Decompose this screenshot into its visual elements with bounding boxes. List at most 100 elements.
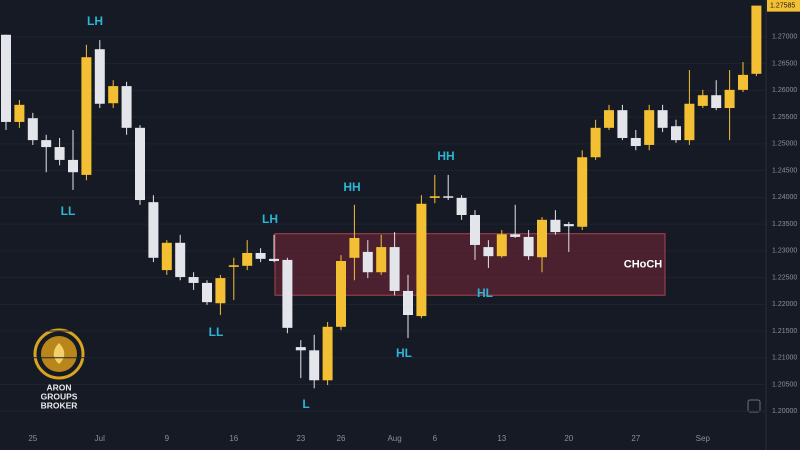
- candle-body: [644, 110, 655, 145]
- zone-label: CHoCH: [624, 258, 663, 270]
- last-price-label: 1.27585: [770, 2, 795, 9]
- y-tick-label: 1.22500: [772, 274, 797, 281]
- x-tick-label: 26: [337, 434, 346, 443]
- candle-body: [416, 203, 427, 317]
- candle-body: [282, 259, 293, 328]
- annotation: HH: [343, 180, 360, 194]
- candle-body: [510, 234, 521, 237]
- candle-body: [269, 258, 279, 261]
- annotation: HL: [396, 346, 412, 360]
- x-tick-label: 13: [497, 434, 506, 443]
- watermark-text: ARON: [46, 382, 71, 392]
- y-tick-label: 1.21500: [772, 328, 797, 335]
- y-tick-label: 1.27000: [772, 34, 797, 41]
- candle-body: [590, 127, 601, 158]
- x-tick-label: 6: [433, 434, 438, 443]
- annotation: HL: [477, 286, 493, 300]
- y-tick-label: 1.25500: [772, 114, 797, 121]
- candle-body: [537, 219, 547, 258]
- candle-body: [376, 247, 387, 273]
- candle-body: [41, 140, 52, 148]
- candle-body: [403, 290, 413, 316]
- y-tick-label: 1.26500: [772, 60, 797, 67]
- candle-body: [255, 252, 266, 259]
- y-tick-label: 1.24500: [772, 167, 797, 174]
- annotation: HH: [437, 149, 454, 163]
- candle-body: [54, 147, 65, 160]
- candle-body: [349, 237, 360, 258]
- x-tick-label: 23: [296, 434, 305, 443]
- candle-body: [617, 110, 628, 138]
- y-tick-label: 1.23500: [772, 221, 797, 228]
- candle-body: [751, 5, 762, 74]
- y-tick-label: 1.22000: [772, 301, 797, 308]
- candle-body: [483, 247, 494, 257]
- candle-body: [697, 95, 708, 106]
- logo-ring: [33, 328, 85, 380]
- annotation: L: [302, 397, 309, 411]
- candle-body: [711, 95, 722, 109]
- x-tick-label: 16: [229, 434, 238, 443]
- x-tick-label: 20: [564, 434, 573, 443]
- annotation: LH: [87, 14, 103, 28]
- candle-body: [94, 49, 105, 104]
- candle-body: [336, 260, 346, 327]
- candle-body: [429, 196, 440, 198]
- y-tick-label: 1.21000: [772, 355, 797, 362]
- candle-body: [671, 126, 681, 141]
- candle-body: [684, 103, 695, 141]
- candle-body: [657, 110, 668, 128]
- x-tick-label: Sep: [696, 434, 711, 443]
- candle-body: [563, 224, 574, 227]
- y-tick-label: 1.24000: [772, 194, 797, 201]
- candle-body: [630, 137, 641, 147]
- y-tick-label: 1.23000: [772, 248, 797, 255]
- candle-body: [175, 242, 186, 278]
- candle-body: [443, 196, 454, 198]
- candle-body: [604, 110, 614, 128]
- logo: [33, 328, 85, 380]
- candle-body: [295, 347, 306, 351]
- candle-body: [121, 86, 132, 128]
- x-tick-label: Aug: [387, 434, 401, 443]
- annotation: LH: [262, 212, 278, 226]
- candle-body: [202, 282, 212, 303]
- candle-body: [523, 236, 534, 257]
- candle-body: [242, 252, 253, 266]
- settings-icon[interactable]: [747, 399, 761, 413]
- candle-body: [724, 89, 735, 109]
- candle-body: [148, 202, 159, 258]
- candle-body: [309, 350, 320, 381]
- y-tick-label: 1.26000: [772, 87, 797, 94]
- candle-body: [1, 34, 11, 122]
- candle-body: [362, 251, 373, 273]
- x-tick-label: 27: [631, 434, 640, 443]
- candle-body: [14, 104, 25, 122]
- y-tick-label: 1.25000: [772, 141, 797, 148]
- candle-body: [215, 278, 226, 304]
- annotation: LL: [209, 325, 224, 339]
- y-tick-label: 1.20000: [772, 408, 797, 415]
- candle-body: [68, 159, 78, 173]
- annotation: LL: [61, 204, 76, 218]
- candle-body: [81, 57, 92, 175]
- candle-body: [108, 86, 119, 104]
- candle-body: [550, 219, 561, 233]
- candle-body: [470, 215, 480, 245]
- logo-leaf: [53, 343, 65, 364]
- y-tick-label: 1.20500: [772, 381, 797, 388]
- candle-body: [389, 247, 400, 291]
- x-tick-label: 25: [28, 434, 37, 443]
- candle-body: [577, 157, 588, 227]
- candle-body: [27, 118, 38, 141]
- candle-body: [228, 265, 239, 267]
- watermark-text: GROUPS: [41, 391, 78, 401]
- candle-body: [135, 127, 145, 201]
- candle-body: [188, 277, 199, 283]
- candle-body: [496, 234, 507, 257]
- candle-body: [738, 74, 748, 90]
- candle-body: [161, 242, 172, 271]
- x-tick-label: 9: [165, 434, 170, 443]
